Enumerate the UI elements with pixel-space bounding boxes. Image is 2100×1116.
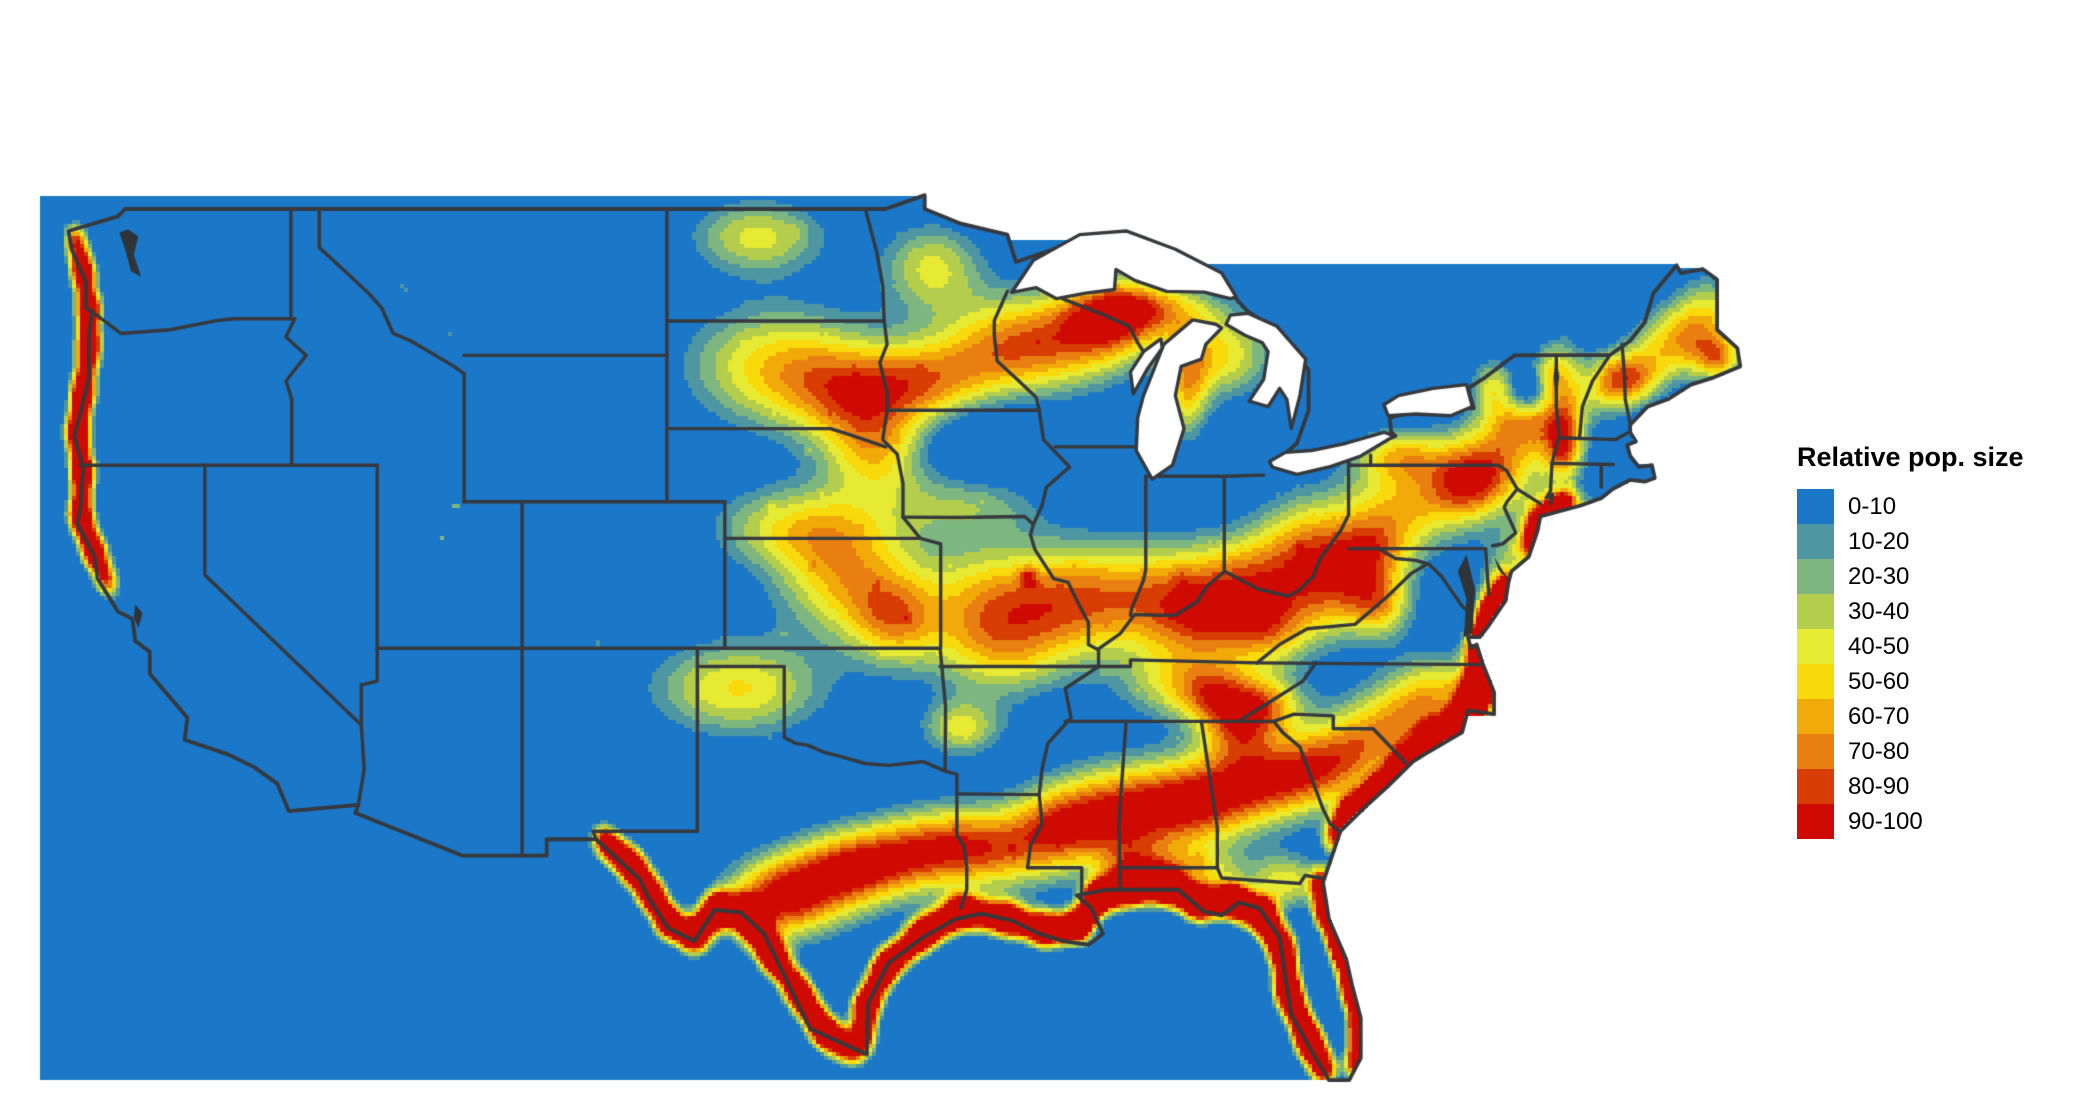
legend-label: 40-50 bbox=[1848, 632, 1910, 660]
legend-item: 70-80 bbox=[1797, 734, 2097, 769]
legend-swatch-icon bbox=[1797, 524, 1834, 559]
legend-label: 90-100 bbox=[1848, 807, 1923, 835]
legend-item: 20-30 bbox=[1797, 559, 2097, 594]
legend-item: 90-100 bbox=[1797, 804, 2097, 839]
legend-label: 10-20 bbox=[1848, 527, 1910, 555]
legend-items: 0-10 10-20 20-30 30-40 40-50 50-60 60-70 70-80 8… bbox=[1797, 489, 2097, 839]
legend-swatch-icon bbox=[1797, 594, 1834, 629]
legend-item: 50-60 bbox=[1797, 664, 2097, 699]
legend-item: 80-90 bbox=[1797, 769, 2097, 804]
legend-label: 50-60 bbox=[1848, 667, 1910, 695]
legend-swatch-icon bbox=[1797, 734, 1834, 769]
legend-label: 70-80 bbox=[1848, 737, 1910, 765]
legend-swatch-icon bbox=[1797, 804, 1834, 839]
legend-title: Relative pop. size bbox=[1797, 442, 2024, 472]
legend-swatch-icon bbox=[1797, 699, 1834, 734]
legend-label: 20-30 bbox=[1848, 562, 1910, 590]
legend-swatch-icon bbox=[1797, 664, 1834, 699]
legend-swatch-icon bbox=[1797, 629, 1834, 664]
legend-label: 60-70 bbox=[1848, 702, 1910, 730]
legend-swatch-icon bbox=[1797, 489, 1834, 524]
legend-label: 30-40 bbox=[1848, 597, 1910, 625]
legend-item: 0-10 bbox=[1797, 489, 2097, 524]
legend-item: 60-70 bbox=[1797, 699, 2097, 734]
legend-item: 40-50 bbox=[1797, 629, 2097, 664]
legend-swatch-icon bbox=[1797, 769, 1834, 804]
legend-item: 10-20 bbox=[1797, 524, 2097, 559]
legend-item: 30-40 bbox=[1797, 594, 2097, 629]
legend-swatch-icon bbox=[1797, 559, 1834, 594]
legend: Relative pop. size 0-10 10-20 20-30 30-40 40… bbox=[1797, 442, 2097, 839]
legend-label: 80-90 bbox=[1848, 772, 1910, 800]
legend-label: 0-10 bbox=[1848, 492, 1897, 520]
